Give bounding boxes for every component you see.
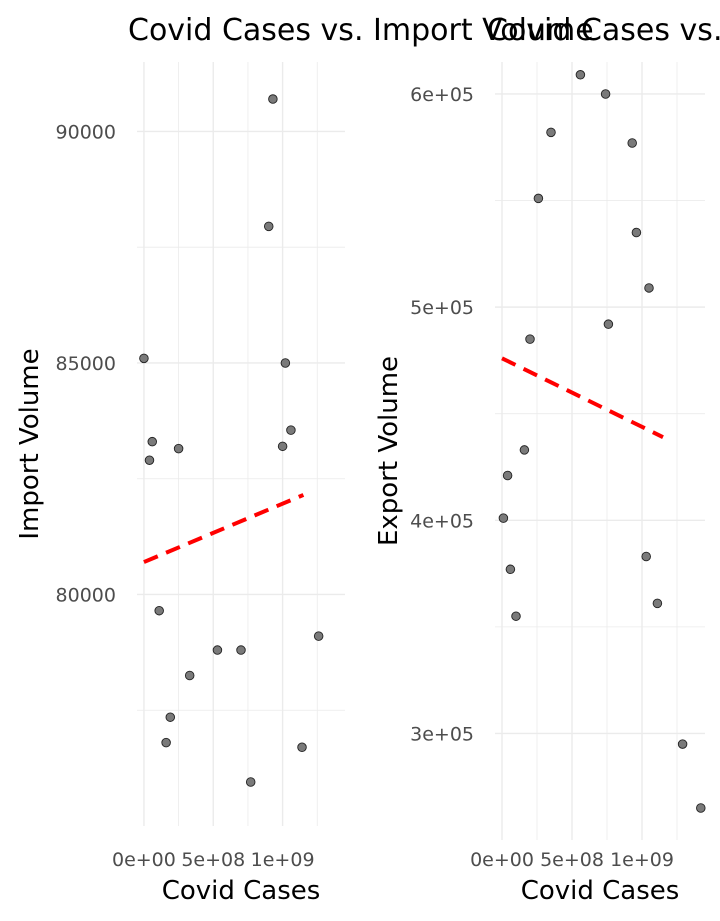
import-data-point	[286, 425, 296, 435]
export-data-point	[652, 598, 663, 609]
import-data-point	[212, 645, 223, 655]
export-data-point	[631, 227, 642, 238]
import-data-point	[277, 441, 288, 452]
import-grid	[137, 62, 345, 826]
export-y-tick-labels: 3e+05 4e+05 5e+05 6e+05	[410, 84, 474, 745]
import-chart-title: Covid Cases vs. Import Volume	[128, 13, 594, 48]
import-data-point	[161, 737, 171, 748]
export-data-point	[677, 739, 688, 749]
export-data-point	[511, 611, 521, 621]
import-y-tick-labels: 80000 85000 90000	[56, 121, 116, 606]
export-x-tick-labels: 0e+00 5e+08 1e+09	[470, 849, 674, 871]
export-data-point	[603, 319, 614, 329]
export-data-point	[546, 127, 556, 138]
import-data-point	[313, 631, 324, 641]
export-data-point	[533, 193, 544, 204]
import-data-point	[154, 605, 164, 616]
export-data-point	[525, 334, 535, 344]
import-data-point	[173, 443, 184, 454]
export-y-tick-label: 4e+05	[410, 510, 474, 532]
export-data-point	[641, 551, 651, 562]
import-data-point	[236, 645, 246, 655]
export-data-point	[498, 513, 509, 523]
export-points	[498, 70, 706, 813]
export-data-point	[627, 138, 637, 148]
import-data-point	[268, 94, 278, 104]
import-x-tick-label: 0e+00	[112, 849, 176, 871]
import-data-point	[139, 353, 149, 364]
import-x-tick-labels: 0e+00 5e+08 1e+09	[112, 849, 315, 871]
import-data-point	[245, 777, 256, 787]
export-trend-line	[501, 356, 664, 439]
export-data-point	[600, 89, 611, 99]
import-data-point	[144, 455, 155, 465]
export-grid	[495, 62, 705, 840]
export-data-point	[696, 803, 706, 813]
import-y-tick-label: 90000	[56, 121, 116, 143]
import-data-point	[165, 712, 176, 722]
export-x-tick-label: 0e+00	[470, 849, 534, 871]
import-y-tick-label: 80000	[56, 584, 116, 606]
export-y-tick-label: 3e+05	[410, 723, 474, 745]
import-y-tick-label: 85000	[56, 353, 116, 375]
export-data-point	[519, 445, 530, 455]
import-data-point	[297, 742, 307, 753]
import-data-point	[263, 221, 274, 232]
export-y-tick-label: 6e+05	[410, 84, 474, 106]
export-x-axis-title: Covid Cases	[521, 876, 680, 906]
import-data-point	[184, 670, 195, 681]
export-data-point	[644, 283, 654, 293]
export-x-tick-label: 1e+09	[610, 849, 674, 871]
import-points	[139, 94, 324, 787]
export-y-tick-label: 5e+05	[410, 297, 474, 319]
import-x-tick-label: 1e+09	[251, 849, 315, 871]
export-chart-title: Covid Cases vs. Export Volume	[487, 13, 720, 48]
import-trend-line	[143, 493, 305, 564]
export-data-point	[575, 70, 586, 80]
export-data-point	[505, 564, 516, 575]
export-x-tick-label: 5e+08	[540, 849, 604, 871]
import-x-tick-label: 5e+08	[181, 849, 245, 871]
export-y-axis-title: Export Volume	[374, 356, 404, 546]
import-y-axis-title: Import Volume	[15, 348, 45, 539]
import-x-axis-title: Covid Cases	[162, 876, 321, 906]
import-data-point	[280, 358, 291, 368]
export-volume-panel: 3e+05 4e+05 5e+05 6e+05 0e+00 5e+08 1e+09 Cov…	[374, 13, 720, 906]
import-data-point	[147, 436, 158, 447]
export-data-point	[502, 470, 513, 481]
